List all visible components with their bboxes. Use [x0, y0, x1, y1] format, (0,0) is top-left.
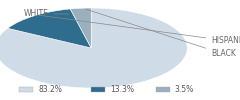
Wedge shape — [8, 9, 91, 48]
FancyBboxPatch shape — [156, 86, 170, 92]
Wedge shape — [70, 8, 91, 48]
Text: HISPANIC: HISPANIC — [39, 15, 240, 46]
FancyBboxPatch shape — [19, 86, 33, 92]
Text: 13.3%: 13.3% — [110, 85, 134, 94]
Text: BLACK: BLACK — [86, 9, 236, 58]
Text: WHITE: WHITE — [24, 10, 69, 18]
FancyBboxPatch shape — [91, 86, 105, 92]
Wedge shape — [0, 8, 187, 88]
Text: 83.2%: 83.2% — [38, 85, 62, 94]
Text: 3.5%: 3.5% — [175, 85, 194, 94]
